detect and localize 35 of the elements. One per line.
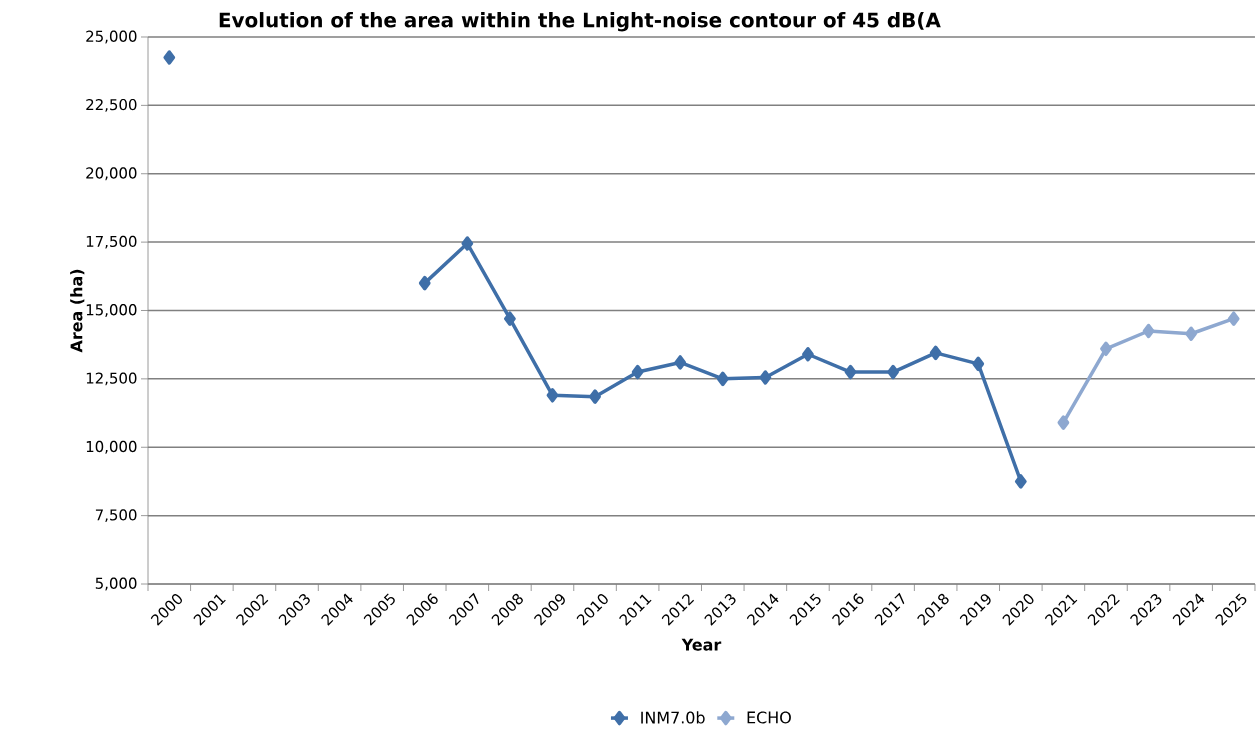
point: [1227, 311, 1240, 326]
point: [802, 347, 814, 362]
y-tick-label: 5,000: [95, 577, 137, 591]
point: [887, 364, 899, 380]
y-tick-label: 17,500: [86, 235, 137, 249]
point: [589, 389, 601, 404]
point: [418, 275, 431, 291]
point: [759, 370, 772, 385]
y-tick-label: 7,500: [95, 509, 137, 523]
y-tick-label: 10,000: [86, 440, 137, 454]
point: [1142, 323, 1155, 339]
y-tick-label: 20,000: [86, 167, 137, 181]
x-axis-title: Year: [681, 638, 722, 651]
y-tick-label: 22,500: [86, 98, 137, 112]
chart-title: Evolution of the area within the Lnight-noise contour of 45 dB(A: [219, 12, 941, 32]
y-axis-title: Area (ha): [70, 269, 85, 353]
point: [1100, 341, 1112, 357]
point: [546, 388, 559, 403]
point: [504, 311, 516, 326]
point: [674, 355, 687, 370]
legend-label: ECHO: [747, 711, 791, 724]
legend-label: INM7.0b: [641, 711, 705, 724]
point: [844, 364, 857, 380]
y-tick-label: 12,500: [86, 372, 137, 386]
point: [929, 345, 942, 361]
point: [631, 364, 644, 380]
point: [1185, 326, 1197, 341]
point: [461, 236, 474, 251]
point: [163, 50, 176, 65]
point: [1057, 415, 1070, 430]
y-tick-label: 15,000: [86, 304, 137, 317]
point: [716, 371, 729, 387]
point: [972, 356, 985, 372]
y-tick-label: 25,000: [86, 30, 137, 44]
point: [1014, 474, 1027, 489]
